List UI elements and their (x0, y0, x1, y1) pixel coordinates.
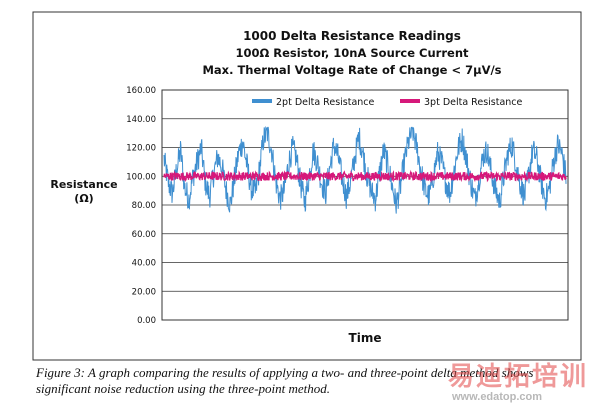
chart-title: 1000 Delta Resistance Readings (243, 29, 461, 43)
chart-subtitle-2: Max. Thermal Voltage Rate of Change < 7µ… (202, 63, 501, 77)
y-tick-label: 160.00 (126, 86, 156, 96)
y-tick-label: 20.00 (132, 287, 156, 297)
figure-caption: Figure 3: A graph comparing the results … (36, 365, 534, 396)
chart-subtitle-1: 100Ω Resistor, 10nA Source Current (235, 46, 469, 60)
y-tick-labels: 0.00 20.00 40.00 60.00 80.00 100.00 120.00 140.… (126, 86, 156, 326)
y-tick-label: 0.00 (137, 316, 156, 326)
y-tick-label: 120.00 (126, 144, 156, 154)
y-tick-label: 100.00 (126, 172, 156, 182)
y-axis-label: Resistance (50, 178, 117, 191)
series-3pt (163, 169, 567, 183)
y-tick-label: 140.00 (126, 115, 156, 125)
series-line-3pt (163, 169, 567, 183)
y-axis-unit: (Ω) (74, 192, 93, 205)
y-tick-label: 80.00 (132, 201, 156, 211)
y-tick-label: 60.00 (132, 230, 156, 240)
legend-label-3pt: 3pt Delta Resistance (424, 97, 523, 108)
legend-label-2pt: 2pt Delta Resistance (276, 97, 375, 108)
series-line-2pt (163, 126, 567, 214)
legend: 2pt Delta Resistance 3pt Delta Resistanc… (252, 97, 523, 108)
series-2pt (163, 126, 567, 214)
x-axis-label: Time (349, 331, 382, 345)
y-tick-label: 40.00 (132, 259, 156, 269)
